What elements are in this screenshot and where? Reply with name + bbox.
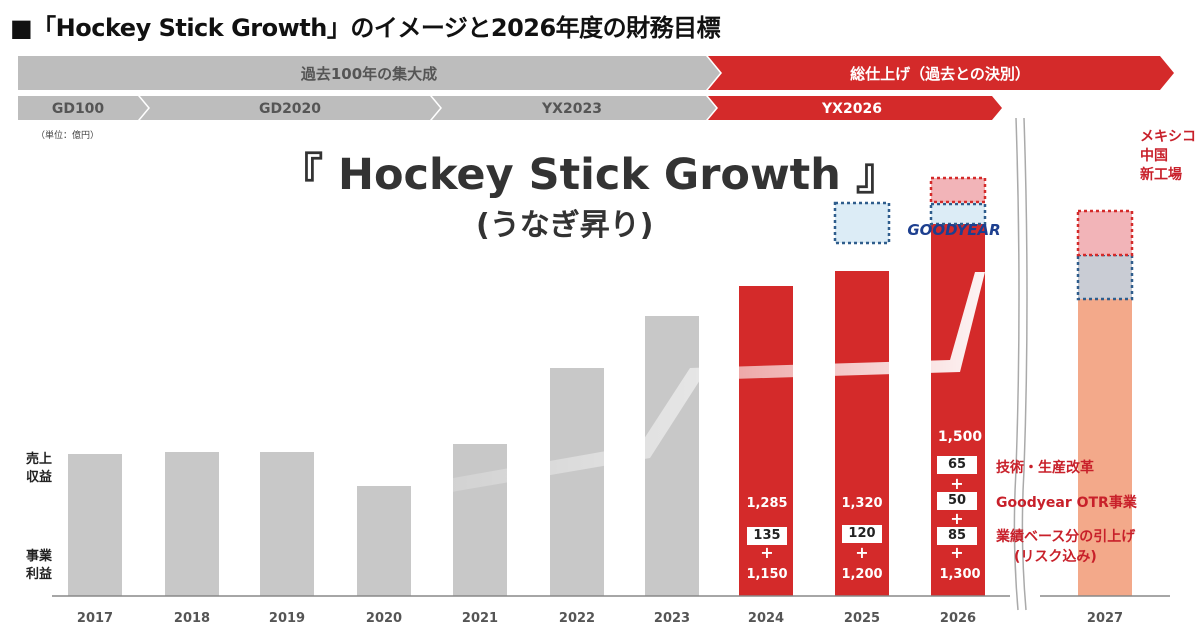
page-title: ■「Hockey Stick Growth」のイメージと2026年度の財務目標 (10, 14, 721, 42)
total-2025-label: 1,320 (841, 496, 883, 511)
add-2026-otr-box: 50 (937, 492, 977, 510)
timeline-phase-past-label: 過去100年の集大成 (300, 65, 437, 83)
hockey-stick-shape (425, 272, 985, 496)
axis-break-line-2 (1021, 117, 1028, 611)
x-tick-2026: 2026 (940, 611, 976, 626)
add-2024-box: 135 (747, 527, 787, 545)
timeline-yx2026-label: YX2026 (821, 101, 882, 117)
timeline-yx2023 (432, 96, 716, 120)
bar-2025-goodyear-zone (833, 201, 891, 245)
axis-break-line-1 (1013, 117, 1020, 611)
bar-2022 (550, 368, 604, 596)
timeline-gd2020-label: GD2020 (259, 101, 321, 117)
x-tick-2021: 2021 (462, 611, 498, 626)
x-tick-2023: 2023 (654, 611, 690, 626)
timeline-yx2023-label: YX2023 (541, 101, 602, 117)
timeline-gd2020 (140, 96, 440, 120)
plus-2026-a: + (950, 474, 964, 493)
bar-2018 (165, 452, 219, 596)
timeline-gd100-label: GD100 (52, 101, 105, 117)
bar-2026-new-plant-zone (929, 176, 987, 204)
add-2025-box: 120 (842, 525, 882, 543)
y-label-revenue: 売上 収益 (26, 452, 53, 485)
hockey-stick-subheading: (うなぎ昇り) (476, 208, 654, 243)
bar-2027-core (1078, 299, 1132, 596)
legend-performance-uplift: 業績ベース分の引上げ (リスク込み) (996, 529, 1136, 565)
x-tick-2017: 2017 (77, 611, 113, 626)
timeline-phase-final-label: 総仕上げ（過去との決別） (850, 65, 1030, 83)
add-2026-uplift-box: 85 (937, 527, 977, 545)
x-tick-2018: 2018 (174, 611, 210, 626)
legend-tech-reform: 技術・生産改革 (996, 460, 1094, 476)
base-2025-label: 1,200 (841, 567, 883, 582)
x-tick-2025: 2025 (844, 611, 880, 626)
bar-2021 (453, 444, 507, 596)
plus-2026-c: + (950, 543, 964, 562)
x-tick-2020: 2020 (366, 611, 402, 626)
timeline-yx2026 (708, 96, 1002, 120)
x-tick-2022: 2022 (559, 611, 595, 626)
total-2026-label: 1,500 (937, 429, 983, 445)
bar-2017 (68, 454, 122, 596)
bar-2020 (357, 486, 411, 596)
bar-2019 (260, 452, 314, 596)
hockey-stick-heading: 『 Hockey Stick Growth 』 (280, 150, 899, 200)
timeline-gd100 (18, 96, 148, 120)
timeline-arrows: 過去100年の集大成 総仕上げ（過去との決別） GD100 GD2020 YX2… (18, 56, 1174, 120)
base-2026-label: 1,300 (939, 567, 981, 582)
bar-2027-new-plant-zone (1076, 209, 1134, 257)
x-tick-2019: 2019 (269, 611, 305, 626)
plus-2024: + (760, 543, 774, 562)
add-2026-tech-box: 65 (937, 456, 977, 474)
bar-2026-goodyear-zone (929, 202, 987, 226)
timeline-phase-final (708, 56, 1174, 90)
x-tick-2027: 2027 (1087, 611, 1123, 626)
bar-2023 (645, 316, 699, 596)
timeline-phase-past (18, 56, 720, 90)
total-2024-label: 1,285 (746, 496, 788, 511)
plus-2025: + (855, 543, 869, 562)
base-2024-label: 1,150 (746, 567, 788, 582)
unit-note: （単位：億円） (36, 131, 100, 141)
y-label-profit: 事業 利益 (26, 549, 53, 582)
plus-2026-b: + (950, 509, 964, 528)
bar-2027-goodyear-zone (1076, 253, 1134, 301)
goodyear-logo: GOODYEAR (907, 221, 1000, 239)
legend-new-plants: メキシコ 中国 新工場 (1140, 129, 1196, 183)
svg-text:GOODYEAR: GOODYEAR (907, 221, 1000, 239)
x-tick-2024: 2024 (748, 611, 784, 626)
legend-goodyear-otr: Goodyear OTR事業 (996, 495, 1137, 511)
